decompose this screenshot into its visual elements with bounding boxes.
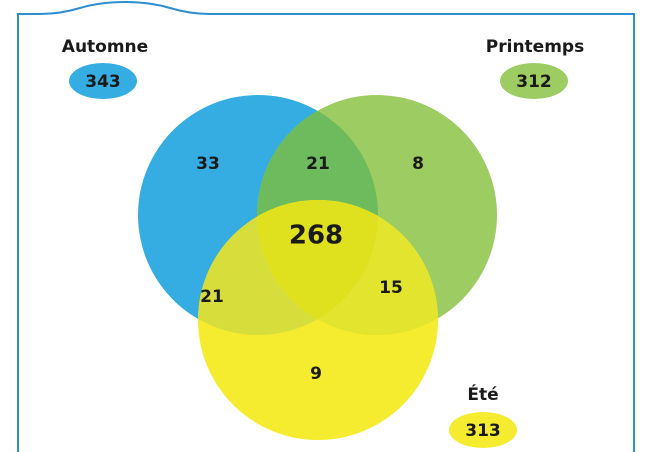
- region-value: 33: [196, 154, 220, 174]
- set-total: 312: [516, 72, 552, 92]
- set-total: 313: [465, 421, 501, 441]
- set-label: Automne: [62, 37, 148, 57]
- region-value: 15: [379, 278, 403, 298]
- region-value: 268: [289, 221, 343, 251]
- region-value: 21: [306, 154, 330, 174]
- region-value: 8: [412, 154, 424, 174]
- frame: [17, 0, 635, 452]
- set-badge: [449, 412, 517, 448]
- set-badge: [69, 63, 137, 99]
- set-badge: [500, 63, 568, 99]
- set-total: 343: [85, 72, 121, 92]
- region-value: 9: [310, 364, 322, 384]
- set-label: Été: [467, 383, 498, 405]
- set-label: Printemps: [486, 37, 584, 57]
- region-value: 21: [200, 287, 224, 307]
